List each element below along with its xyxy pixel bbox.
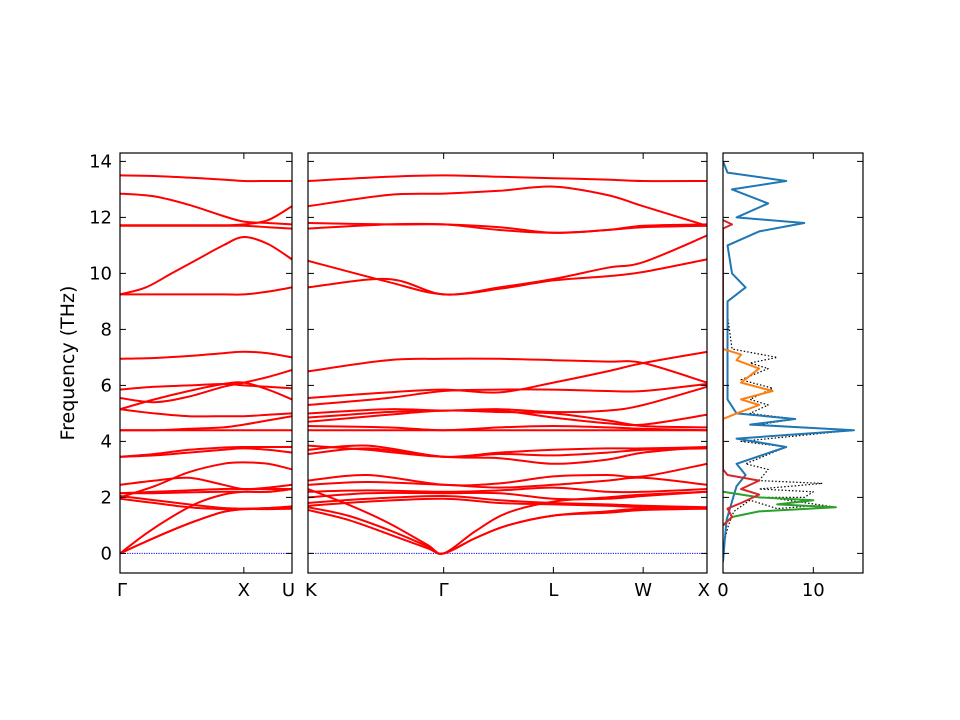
band-2-14 — [308, 424, 707, 432]
band-2-20 — [308, 357, 707, 384]
band-2-1 — [308, 507, 707, 555]
band-2-24 — [308, 222, 707, 234]
band-1-9 — [120, 461, 292, 499]
band-1-16 — [120, 369, 292, 404]
band-1-14 — [120, 408, 292, 418]
k-point-label: K — [305, 580, 318, 601]
band-1-10 — [120, 447, 292, 458]
band-2-2 — [308, 506, 707, 555]
band-2-18 — [308, 383, 707, 406]
band-1-18 — [120, 350, 292, 360]
panel-frame-2 — [307, 152, 708, 574]
panel-frame-1 — [119, 152, 293, 574]
band-1-19 — [120, 286, 292, 296]
band-2-6 — [308, 490, 707, 501]
band-1-5 — [120, 495, 292, 510]
band-1-20 — [120, 235, 292, 296]
band-1-22 — [120, 205, 292, 227]
y-tick-label: 2 — [101, 487, 112, 508]
band-2-25 — [308, 185, 707, 227]
band-2-9 — [308, 462, 707, 487]
band-1-7 — [120, 487, 292, 495]
band-1-8 — [120, 476, 292, 491]
band-2-10 — [308, 446, 707, 465]
band-2-3 — [308, 488, 707, 555]
k-point-label: L — [548, 580, 558, 601]
band-2-26 — [308, 174, 707, 183]
y-tick-label: 0 — [101, 543, 112, 564]
band-1-6 — [120, 488, 292, 495]
dos-x-tick-label: 10 — [802, 580, 825, 601]
k-point-label: W — [634, 580, 652, 601]
k-point-label: X — [238, 580, 250, 601]
y-tick-label: 12 — [89, 207, 112, 228]
k-point-label: U — [282, 580, 295, 601]
band-1-13 — [120, 415, 292, 432]
band-2-12 — [308, 444, 707, 458]
band-2-8 — [308, 476, 707, 489]
k-point-label: Γ — [439, 580, 449, 601]
k-point-label: Γ — [117, 580, 127, 601]
band-2-22 — [308, 234, 707, 296]
y-tick-label: 8 — [101, 319, 112, 340]
dos-partial-curve-4 — [723, 219, 761, 527]
band-1-1 — [120, 507, 292, 555]
band-2-21 — [308, 258, 707, 296]
dos-x-tick-label: 0 — [717, 580, 728, 601]
y-tick-label: 14 — [89, 151, 112, 172]
dos-partial-curve-3 — [723, 490, 837, 527]
band-1-23 — [120, 192, 292, 226]
band-2-16 — [308, 409, 707, 427]
band-2-17 — [308, 385, 707, 415]
band-1-17 — [120, 382, 292, 391]
band-2-7 — [308, 486, 707, 494]
y-axis-title: Frequency (THz) — [57, 286, 79, 441]
band-1-24 — [120, 174, 292, 183]
dos-partial-curve-2 — [723, 348, 774, 420]
band-2-4 — [308, 497, 707, 510]
band-1-2 — [120, 505, 292, 555]
dos-partial-curve-1 — [723, 161, 855, 562]
band-1-11 — [120, 445, 292, 458]
panel-frame-3 — [722, 152, 864, 574]
band-2-11 — [308, 444, 707, 459]
y-tick-label: 4 — [101, 431, 112, 452]
y-tick-label: 6 — [101, 375, 112, 396]
band-2-5 — [308, 494, 707, 509]
y-tick-label: 10 — [89, 263, 112, 284]
k-point-label: X — [698, 580, 710, 601]
